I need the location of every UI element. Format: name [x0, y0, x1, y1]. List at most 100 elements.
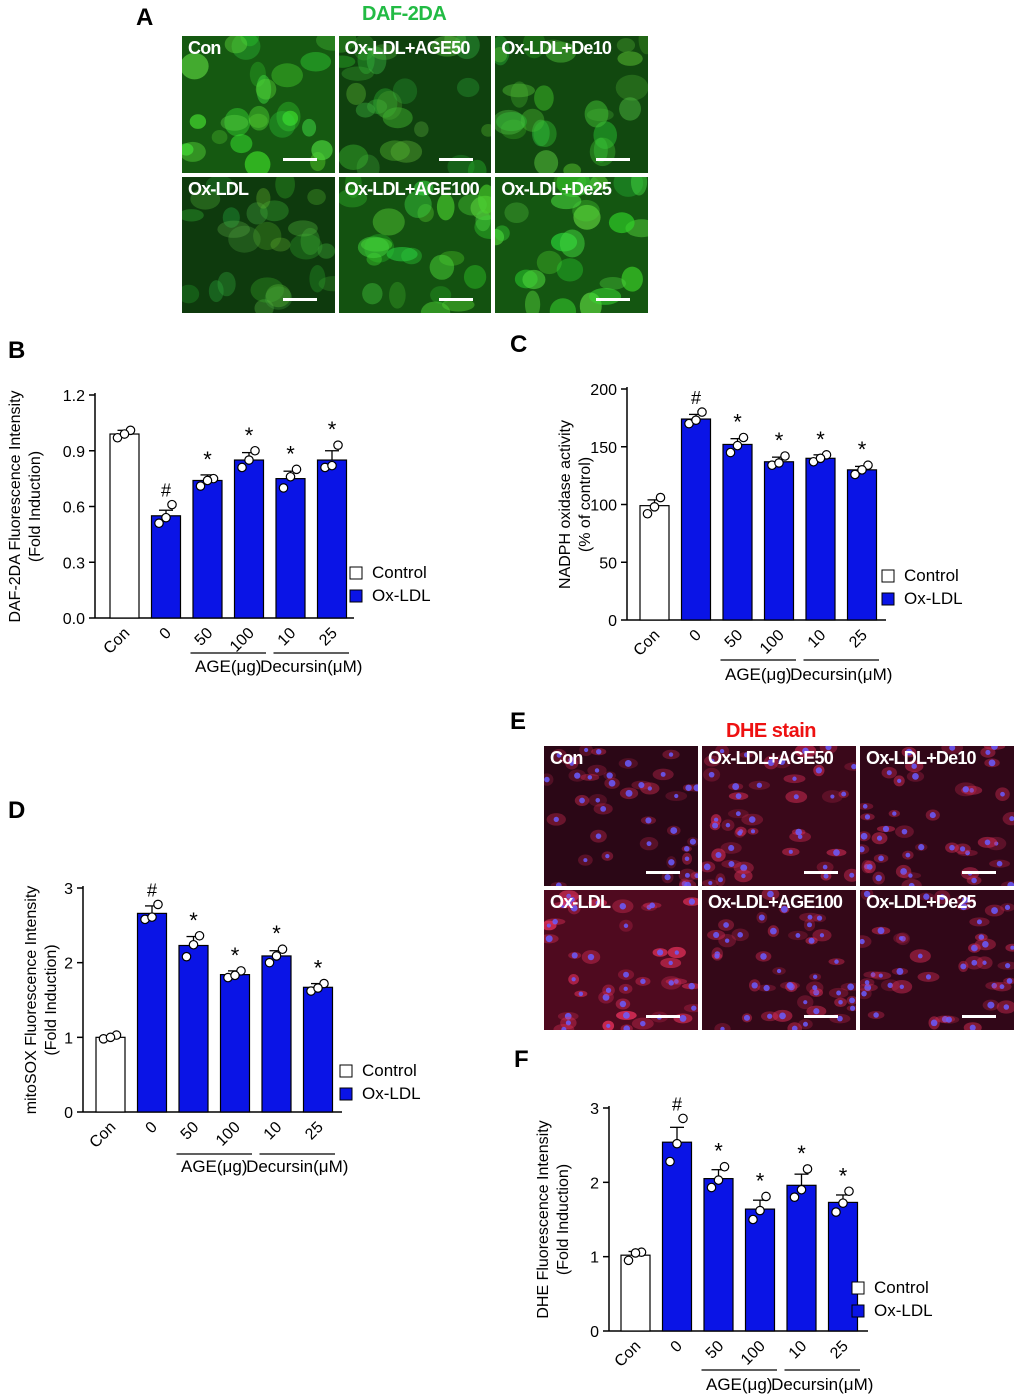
bar — [786, 1184, 817, 1332]
data-point — [230, 970, 240, 981]
x-category-label: 100 — [738, 1338, 769, 1369]
legend-swatch — [349, 589, 363, 603]
significance-mark: * — [756, 1168, 765, 1193]
cell-texture — [544, 890, 698, 1030]
data-point — [202, 475, 213, 486]
x-category-label: 50 — [178, 1119, 203, 1144]
data-point — [732, 440, 743, 451]
significance-mark: # — [147, 880, 157, 900]
data-point — [713, 1175, 724, 1185]
data-point — [857, 465, 867, 475]
scale-bar — [962, 871, 996, 874]
y-axis-label: NADPH oxidase activity — [557, 420, 574, 589]
chart-f: F DHE Fluorescence Intensity (Fold Inducti… — [514, 1046, 933, 1394]
bar — [846, 469, 878, 621]
micrograph-label: Ox-LDL+AGE50 — [344, 38, 471, 58]
micrograph-label: Ox-LDL+AGE100 — [344, 178, 480, 199]
scale-bar — [804, 1015, 838, 1018]
data-point — [119, 429, 130, 439]
micrograph-label: Ox-LDL+De10 — [501, 38, 612, 58]
data-point — [277, 944, 288, 955]
x-category-label: 50 — [722, 627, 747, 652]
y-tick-label: 0 — [64, 1105, 73, 1122]
data-point — [623, 1255, 634, 1266]
significance-mark: # — [691, 388, 701, 408]
significance-mark: * — [775, 428, 784, 453]
micrograph-tile: Con — [182, 36, 335, 173]
micrograph-label: Ox-LDL+De25 — [501, 178, 612, 199]
cell-texture — [182, 176, 335, 313]
data-point — [655, 492, 666, 503]
x-category-label: Con — [631, 627, 664, 660]
scale-bar — [439, 157, 474, 161]
data-point — [691, 415, 701, 425]
cell-texture — [338, 36, 492, 173]
y-tick-label: 3 — [590, 1101, 599, 1118]
bar — [136, 912, 168, 1113]
y-axis-label: (% of control) — [577, 457, 594, 552]
panel-letter-b: B — [8, 337, 25, 364]
data-point — [649, 502, 660, 512]
panel-letter-c: C — [510, 331, 527, 358]
y-tick-label: 2 — [590, 1175, 599, 1192]
significance-mark: * — [797, 1141, 806, 1166]
significance-mark: # — [672, 1094, 682, 1114]
bar — [150, 515, 182, 619]
significance-mark: * — [245, 423, 254, 448]
y-tick-label: 50 — [599, 555, 617, 572]
bar — [744, 1208, 776, 1332]
x-category-label: 10 — [805, 627, 830, 652]
data-point — [154, 518, 164, 529]
legend-swatch — [881, 592, 895, 606]
significance-mark: * — [839, 1163, 848, 1188]
data-point — [780, 451, 790, 461]
data-point — [244, 455, 254, 465]
y-axis-label: (Fold Induction) — [27, 451, 44, 562]
micrograph-label: Ox-LDL+De25 — [866, 892, 977, 912]
y-tick-label: 0.3 — [63, 555, 85, 572]
dhe-micrograph-grid: Con Ox-LDL+AGE50 Ox-LDL+De10 Ox-LDL Ox-LDL+A… — [544, 746, 1014, 1030]
scale-bar — [962, 1015, 996, 1018]
micrograph-tile: Con — [544, 746, 698, 886]
data-point — [188, 939, 199, 950]
y-axis-label: mitoSOX Fluorescence Intensity — [23, 886, 40, 1115]
data-point — [850, 469, 860, 480]
significance-mark: * — [714, 1139, 723, 1164]
group-label: Decursin(μM) — [260, 657, 362, 676]
data-point — [774, 458, 784, 468]
x-category-label: 10 — [275, 625, 300, 650]
legend-swatch — [851, 1304, 865, 1318]
x-category-label: 0 — [687, 627, 705, 645]
group-label: AGE(μg) — [195, 657, 261, 676]
x-category-label: 25 — [302, 1119, 327, 1144]
data-point — [313, 983, 323, 993]
x-category-label: Con — [87, 1119, 120, 1152]
x-category-label: Con — [612, 1338, 645, 1371]
y-tick-label: 2 — [64, 956, 73, 973]
micrograph-tile: Ox-LDL — [544, 890, 698, 1030]
data-point — [844, 1186, 854, 1197]
x-category-label: 10 — [261, 1119, 286, 1144]
significance-mark: * — [203, 447, 212, 472]
y-tick-label: 1 — [64, 1030, 73, 1047]
scale-bar — [282, 298, 317, 301]
data-point — [796, 1184, 807, 1195]
y-tick-label: 200 — [590, 382, 617, 399]
legend-swatch — [881, 569, 895, 583]
x-category-label: 0 — [668, 1338, 686, 1356]
y-axis-label: (Fold Induction) — [555, 1164, 572, 1275]
legend-label: Ox-LDL — [874, 1301, 933, 1320]
data-point — [271, 951, 282, 961]
data-point — [831, 1207, 841, 1217]
data-point — [291, 464, 302, 475]
micrograph-tile: Ox-LDL — [182, 176, 335, 313]
data-point — [672, 1138, 682, 1149]
data-point — [802, 1164, 813, 1174]
data-point — [665, 1156, 675, 1167]
data-point — [748, 1214, 758, 1225]
legend-label: Control — [904, 566, 959, 585]
panel-letter-e: E — [510, 708, 527, 735]
y-tick-label: 150 — [590, 440, 617, 457]
legend-label: Control — [362, 1061, 417, 1080]
data-point — [642, 508, 653, 519]
